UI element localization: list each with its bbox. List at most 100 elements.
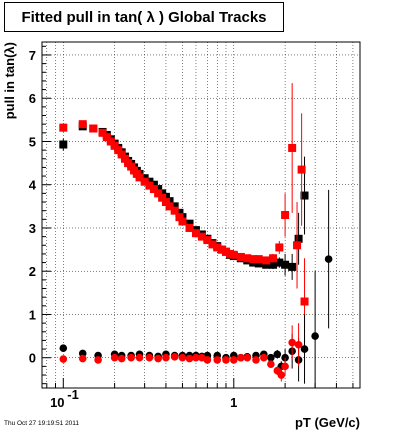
data-point-square (288, 262, 297, 271)
data-point-circle (300, 345, 309, 353)
data-point-square (269, 254, 278, 263)
data-point-square (262, 260, 271, 269)
data-point-square (106, 137, 115, 146)
data-point-square (145, 181, 154, 190)
data-point-square (102, 133, 111, 142)
series-3 (59, 323, 303, 382)
x-tick-label: 10 (50, 395, 64, 410)
y-tick-label: 1 (29, 307, 36, 322)
x-tick-label: 1 (230, 395, 237, 410)
data-point-square (175, 213, 184, 222)
data-point-square (243, 254, 252, 263)
chart-title: Fitted pull in tan( λ ) Global Tracks (21, 8, 267, 26)
data-point-circle (185, 354, 194, 363)
data-point-square (158, 193, 167, 202)
data-point-square (154, 189, 163, 198)
data-point-circle (59, 355, 68, 363)
y-axis-title: pull in tan(λ) (2, 42, 17, 119)
data-point-square (275, 243, 284, 252)
data-point-circle (324, 255, 333, 263)
data-point-circle (213, 356, 222, 364)
data-point-square (269, 260, 278, 269)
y-tick-label: 5 (29, 134, 36, 149)
data-point-square (89, 124, 98, 133)
data-point-square (114, 146, 123, 155)
data-point-square (191, 229, 200, 238)
data-point-circle (222, 356, 230, 364)
data-point-square (78, 120, 87, 129)
data-point-circle (273, 350, 282, 359)
y-tick-label: 7 (29, 48, 36, 63)
footer-timestamp: Thu Oct 27 19:19:51 2011 (4, 420, 80, 427)
data-point-circle (252, 356, 260, 364)
data-point-circle (203, 356, 212, 364)
data-point-square (281, 211, 290, 219)
data-point-circle (267, 360, 275, 369)
data-point-circle (94, 356, 102, 364)
data-point-square (297, 165, 306, 174)
data-point-square (249, 255, 258, 264)
data-point-square (236, 252, 245, 261)
data-point-square (185, 219, 194, 228)
data-point-circle (288, 338, 296, 347)
data-point-circle (281, 362, 289, 371)
data-point-square (208, 240, 217, 249)
data-point-square (300, 297, 309, 306)
data-point-circle (237, 353, 245, 362)
data-point-circle (59, 344, 68, 353)
data-point-square (217, 245, 226, 254)
axes: 0 1 2 3 4 5 6 7 10-1 1 (29, 45, 354, 410)
data-point-circle (162, 353, 170, 362)
data-point-square (254, 255, 263, 264)
data-point-circle (311, 332, 319, 340)
chart-title-box: Fitted pull in tan( λ ) Global Tracks (4, 2, 284, 32)
data-point-square (154, 185, 163, 194)
data-points (59, 83, 333, 388)
data-point-square (288, 143, 297, 152)
data-point-circle (178, 353, 187, 362)
data-point-circle (110, 353, 119, 362)
data-point-circle (260, 353, 268, 362)
data-point-square (300, 191, 309, 200)
data-point-circle (294, 340, 303, 349)
data-point-square (59, 123, 68, 132)
data-point-circle (170, 353, 179, 361)
data-point-square (149, 180, 158, 189)
data-point-square (213, 243, 222, 252)
data-point-circle (229, 356, 238, 364)
data-point-square (170, 202, 179, 211)
data-point-square (140, 177, 149, 186)
x-axis-title: pT (GeV/c) (295, 415, 360, 430)
data-point-square (149, 185, 158, 194)
data-point-circle (135, 353, 144, 362)
y-tick-label: 2 (29, 264, 36, 279)
data-point-square (178, 217, 187, 226)
data-point-circle (145, 353, 154, 362)
data-point-circle (127, 353, 135, 362)
data-point-square (98, 128, 107, 137)
data-point-circle (78, 354, 87, 363)
data-point-square (59, 140, 68, 149)
y-tick-label: 4 (29, 178, 37, 193)
y-tick-label: 6 (29, 91, 36, 106)
plot-frame (41, 41, 361, 389)
data-point-square (110, 141, 119, 150)
grid (42, 42, 360, 388)
data-point-square (120, 154, 129, 163)
series-1 (59, 83, 309, 345)
data-point-circle (277, 371, 286, 379)
data-point-square (294, 234, 303, 243)
data-point-square (197, 232, 206, 241)
x-tick-label-exponent: -1 (67, 387, 79, 402)
data-point-square (275, 258, 284, 267)
data-point-square (229, 250, 238, 259)
data-point-circle (243, 353, 252, 362)
data-point-square (161, 198, 170, 207)
data-point-square (135, 173, 144, 182)
data-point-square (262, 256, 271, 265)
data-point-circle (117, 354, 126, 363)
data-point-circle (267, 353, 275, 362)
data-point-square (281, 260, 290, 269)
data-point-square (221, 247, 230, 256)
data-point-square (170, 206, 179, 215)
